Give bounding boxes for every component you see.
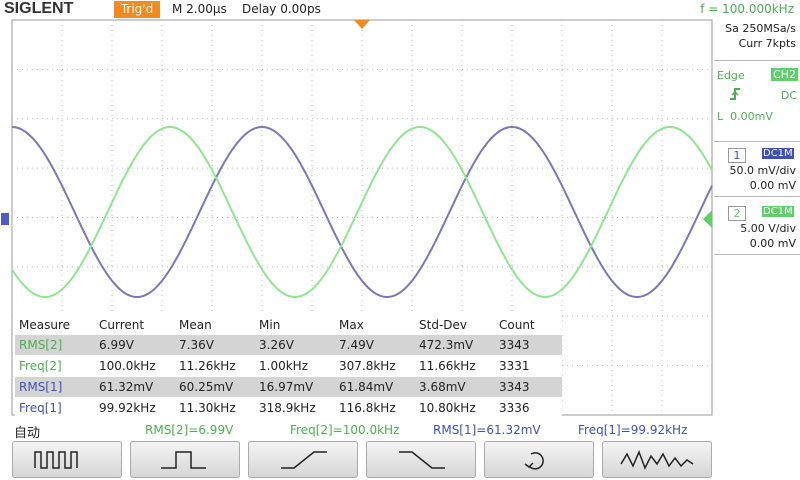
icon-path [620, 449, 694, 470]
measure-value: 60.25mV [179, 380, 234, 394]
trigger-coupling: DC [780, 89, 797, 102]
trigger-status: Trig'd [114, 1, 160, 18]
channel-scale: 5.00 V/div [740, 222, 796, 235]
channel-panel[interactable]: 1 DC1M 50.0 mV/div 0.00 mV [714, 146, 800, 197]
measure-value: 318.9kHz [259, 401, 316, 415]
measure-value: 3343 [499, 338, 530, 352]
status-readout: RMS[2]=6.99V [145, 423, 234, 437]
column-header: Count [499, 318, 535, 332]
measure-value: 11.30kHz [179, 401, 236, 415]
softkey-button[interactable] [484, 441, 594, 478]
measure-value: 3.68mV [419, 380, 466, 394]
softkey-icon [281, 451, 327, 469]
trigger-position-marker [354, 20, 370, 29]
measure-value: 61.32mV [99, 380, 154, 394]
brand: SIGLENT [4, 0, 74, 17]
measure-value: 11.26kHz [179, 359, 236, 373]
timebase: M 2.00μs [172, 2, 227, 16]
measure-value: 6.99V [99, 338, 134, 352]
icon-path [34, 451, 78, 469]
softkey-icon [620, 449, 694, 470]
measurement-table: Measure Current Mean Min Max Std-Dev Count RMS[… [15, 315, 562, 419]
table-header: Measure Current Mean Min Max Std-Dev Count [15, 315, 562, 335]
channel-scale: 50.0 mV/div [729, 164, 796, 177]
channel-offset: 0.00 mV [749, 179, 796, 192]
measure-value: 11.66kHz [419, 359, 476, 373]
softkey-button[interactable] [602, 441, 712, 478]
graticule [12, 20, 712, 415]
channel-offset: 0.00 mV [749, 237, 796, 250]
channel-number: 1 [728, 148, 746, 163]
measure-value: 10.80kHz [419, 401, 476, 415]
table-row: RMS[2] 6.99V 7.36V 3.26V 7.49V 472.3mV 3343 [15, 335, 562, 355]
measure-value: 3336 [499, 401, 530, 415]
frequency-counter: f = 100.000kHz [700, 2, 794, 16]
sample-rate: Sa 250MSa/s [725, 22, 796, 35]
measure-value: 1.00kHz [259, 359, 308, 373]
ch1-trace [11, 125, 713, 298]
softkey-button[interactable] [366, 441, 476, 478]
delay: Delay 0.00ps [242, 2, 321, 16]
measure-value: 116.8kHz [339, 401, 396, 415]
measure-value: 100.0kHz [99, 359, 156, 373]
column-header: Max [339, 318, 364, 332]
column-header: Std-Dev [419, 318, 467, 332]
trigger-level: L 0.00mV [717, 110, 773, 123]
column-header: Min [259, 318, 281, 332]
softkey-icon [524, 452, 544, 470]
softkey-icon [399, 451, 445, 469]
softkey-icon [34, 451, 78, 469]
measure-value: 7.36V [179, 338, 214, 352]
measure-name: Freq[2] [19, 359, 62, 373]
icon-path [399, 451, 445, 469]
table-row: Freq[1] 99.92kHz 11.30kHz 318.9kHz 116.8kHz 1… [15, 398, 562, 418]
table-row: RMS[1] 61.32mV 60.25mV 16.97mV 61.84mV 3.68mV… [15, 377, 562, 397]
trigger-panel[interactable]: Edge CH2 DC L 0.00mV [714, 60, 800, 142]
measure-value: 16.97mV [259, 380, 314, 394]
measure-name: Freq[1] [19, 401, 62, 415]
measure-value: 61.84mV [339, 380, 394, 394]
channel-coupling: DC1M [762, 148, 794, 159]
trigger-type: Edge [717, 69, 745, 82]
measure-value: 3331 [499, 359, 530, 373]
channel-number: 2 [728, 206, 746, 221]
icon-path [524, 452, 544, 470]
column-header: Measure [19, 318, 70, 332]
status-readout: Freq[2]=100.0kHz [290, 423, 400, 437]
ch2-offset-marker [703, 210, 712, 228]
channel-coupling: DC1M [762, 206, 794, 217]
table-row: Freq[2] 100.0kHz 11.26kHz 1.00kHz 307.8kHz 11… [15, 356, 562, 376]
measure-value: 3.26V [259, 338, 294, 352]
column-header: Mean [179, 318, 212, 332]
ch1-offset-marker [1, 213, 9, 225]
status-readout: RMS[1]=61.32mV [433, 423, 541, 437]
measure-value: 99.92kHz [99, 401, 156, 415]
channel-panel[interactable]: 2 DC1M 5.00 V/div 0.00 mV [714, 204, 800, 255]
acquire-mode: 自动 [14, 426, 41, 441]
icon-path [161, 451, 206, 469]
softkey-button[interactable] [248, 441, 358, 478]
status-readout: Freq[1]=99.92kHz [578, 423, 688, 437]
icon-path [281, 451, 327, 469]
measure-value: 307.8kHz [339, 359, 396, 373]
trigger-source: CH2 [771, 68, 798, 81]
measure-value: 3343 [499, 380, 530, 394]
softkey-icon [161, 451, 206, 469]
ch2-trace [11, 125, 713, 298]
measure-value: 472.3mV [419, 338, 474, 352]
edge-icon [730, 88, 740, 100]
measure-value: 7.49V [339, 338, 374, 352]
measure-name: RMS[1] [19, 380, 63, 394]
memory-depth: Curr 7kpts [738, 37, 796, 50]
measure-name: RMS[2] [19, 338, 63, 352]
softkey-button[interactable] [12, 441, 122, 478]
column-header: Current [99, 318, 145, 332]
softkey-button[interactable] [130, 441, 240, 478]
